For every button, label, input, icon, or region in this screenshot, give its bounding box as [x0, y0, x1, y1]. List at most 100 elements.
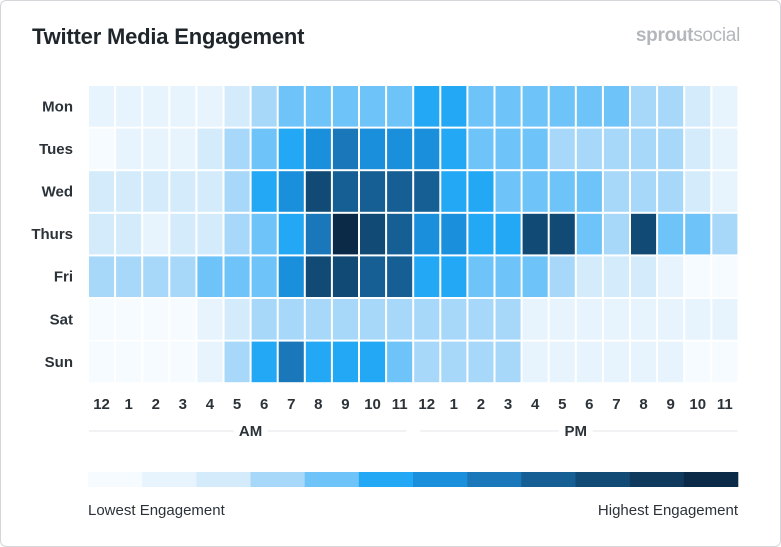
heatmap-cell	[387, 213, 413, 255]
heatmap-cell	[251, 299, 277, 340]
heatmap-cell	[603, 341, 629, 383]
heatmap-cell	[495, 341, 521, 383]
column-label: 12	[93, 396, 110, 413]
heatmap-cell	[89, 256, 115, 297]
heatmap-cell	[522, 171, 548, 212]
heatmap-cell	[89, 86, 115, 127]
heatmap-cell	[468, 213, 494, 255]
heatmap-cell	[197, 86, 223, 127]
heatmap-cell	[89, 341, 115, 383]
heatmap-cell	[658, 256, 684, 297]
heatmap-cell	[360, 128, 386, 170]
heatmap-cell	[712, 341, 738, 383]
heatmap-cell	[116, 86, 142, 127]
heatmap-cell	[360, 256, 386, 297]
column-label: 9	[666, 396, 674, 413]
heatmap-cell	[414, 256, 440, 297]
heatmap-cell	[685, 299, 711, 340]
column-label: 10	[689, 396, 706, 413]
heatmap-cell	[603, 256, 629, 297]
heatmap-cell	[197, 341, 223, 383]
heatmap-cell	[251, 256, 277, 297]
heatmap-cell	[278, 213, 304, 255]
heatmap-cell	[685, 128, 711, 170]
row-label: Sun	[45, 354, 73, 371]
heatmap-cell	[522, 128, 548, 170]
column-label: 7	[287, 396, 295, 413]
heatmap-cell	[603, 128, 629, 170]
heatmap-cell	[116, 213, 142, 255]
heatmap-cell	[197, 128, 223, 170]
heatmap-cell	[143, 171, 169, 212]
heatmap-cell	[278, 256, 304, 297]
heatmap-cell	[89, 171, 115, 212]
heatmap-cell	[603, 299, 629, 340]
legend-swatch	[629, 472, 685, 487]
group-label: PM	[565, 423, 588, 440]
heatmap-cell	[224, 341, 250, 383]
heatmap-cell	[549, 299, 575, 340]
heatmap-cell	[89, 213, 115, 255]
heatmap-cell	[305, 86, 331, 127]
heatmap-cell	[658, 171, 684, 212]
heatmap-cell	[658, 299, 684, 340]
heatmap-cell	[658, 341, 684, 383]
heatmap-cell	[522, 341, 548, 383]
heatmap-cell	[332, 299, 358, 340]
heatmap-cell	[143, 128, 169, 170]
heatmap-cell	[685, 256, 711, 297]
column-label: 6	[260, 396, 268, 413]
heatmap-cell	[170, 341, 196, 383]
heatmap-cell	[116, 341, 142, 383]
column-label: 2	[152, 396, 160, 413]
heatmap-cell	[631, 171, 657, 212]
legend-swatch	[142, 472, 197, 487]
column-label: 5	[558, 396, 566, 413]
heatmap-cell	[224, 256, 250, 297]
heatmap-cell	[522, 256, 548, 297]
legend-low-label: Lowest Engagement	[88, 502, 226, 519]
legend-swatch	[413, 472, 468, 487]
column-label: 8	[314, 396, 322, 413]
heatmap-cell	[576, 128, 602, 170]
row-label: Wed	[42, 184, 73, 201]
heatmap-cell	[631, 341, 657, 383]
heatmap-cell	[278, 171, 304, 212]
heatmap-cell	[224, 128, 250, 170]
heatmap-cell	[658, 128, 684, 170]
sproutsocial-logo: sproutsocial	[636, 25, 740, 47]
heatmap-cell	[332, 256, 358, 297]
heatmap-cell	[387, 256, 413, 297]
heatmap-cell	[712, 128, 738, 170]
heatmap-cell	[360, 341, 386, 383]
column-labels: 12 1 2 3 4 5 6 7 8 9 10 11 12 1 2 3 4 5 6 7 8 9 10 11	[93, 396, 733, 413]
column-label: 4	[206, 396, 215, 413]
heatmap-cell	[89, 128, 115, 170]
heatmap-cell	[305, 171, 331, 212]
heatmap-cell	[387, 341, 413, 383]
heatmap-cell	[197, 171, 223, 212]
heatmap-cell	[224, 86, 250, 127]
heatmap-cell	[495, 256, 521, 297]
column-label: 10	[364, 396, 381, 413]
heatmap-cell	[332, 171, 358, 212]
legend-swatch	[196, 472, 251, 487]
legend-high-label: Highest Engagement	[598, 502, 739, 519]
heatmap-cell	[387, 128, 413, 170]
heatmap-cell	[414, 299, 440, 340]
heatmap-cell	[116, 256, 142, 297]
heatmap-cell	[631, 86, 657, 127]
heatmap-cell	[414, 213, 440, 255]
logo-part-sprout: sprout	[635, 25, 694, 46]
heatmap-cell	[224, 299, 250, 340]
heatmap-cell	[332, 213, 358, 255]
heatmap-cell	[712, 213, 738, 255]
column-label: 8	[639, 396, 647, 413]
heatmap-cell	[631, 128, 657, 170]
heatmap-cell	[495, 171, 521, 212]
heatmap-cell	[631, 299, 657, 340]
heatmap-cell	[658, 213, 684, 255]
heatmap-cell	[441, 299, 467, 340]
heatmap-cell	[549, 86, 575, 127]
heatmap-cell	[170, 213, 196, 255]
